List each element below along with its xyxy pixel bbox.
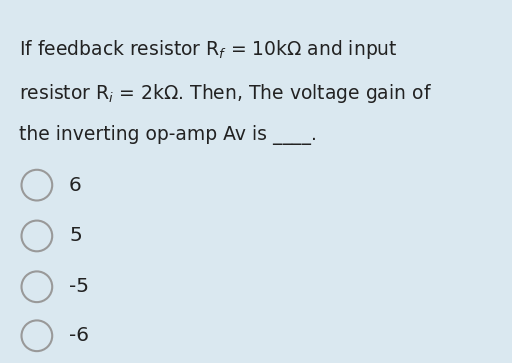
Text: 5: 5 <box>69 227 82 245</box>
Text: -5: -5 <box>69 277 89 296</box>
Text: the inverting op-amp Av is ____.: the inverting op-amp Av is ____. <box>19 125 317 145</box>
Text: 6: 6 <box>69 176 82 195</box>
Text: If feedback resistor R$_f$ = 10kΩ and input: If feedback resistor R$_f$ = 10kΩ and in… <box>19 38 398 61</box>
Text: resistor R$_i$ = 2kΩ. Then, The voltage gain of: resistor R$_i$ = 2kΩ. Then, The voltage … <box>19 82 432 105</box>
Text: -6: -6 <box>69 326 89 345</box>
